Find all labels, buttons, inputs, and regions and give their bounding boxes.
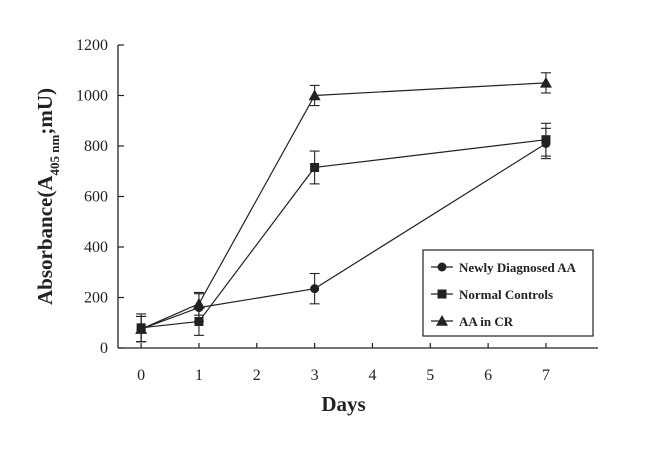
y-tick-label: 1000 [76, 88, 108, 105]
series-line [141, 139, 547, 329]
x-tick-label: 6 [484, 367, 492, 384]
y-axis-title: Absorbance(A405 nm;mU) [33, 88, 62, 305]
data-point [310, 162, 320, 172]
y-tick-label: 400 [84, 239, 108, 256]
y-tick-label: 200 [84, 290, 108, 307]
data-point [135, 323, 148, 334]
data-point [308, 89, 321, 101]
series-triangle [135, 72, 552, 343]
y-tick-label: 600 [84, 189, 108, 206]
legend-box [422, 249, 594, 337]
legend-marker [436, 315, 448, 326]
x-tick-label: 5 [426, 367, 434, 384]
y-tick-label: 1200 [76, 37, 108, 54]
legend-marker [437, 289, 447, 299]
y-tick-label: 800 [84, 138, 108, 155]
y-axis-title-tail: ;mU) [33, 88, 57, 135]
ticks: 0 200 400 600 800 1000 1200 0 1 2 3 4 5 6 7 [76, 37, 550, 384]
data-point [192, 297, 205, 309]
data-point [194, 316, 204, 326]
x-axis-title: Days [321, 392, 365, 416]
series-line [140, 82, 546, 330]
y-axis-title-main: Absorbance(A [33, 175, 57, 305]
legend-label: AA in CR [459, 314, 514, 329]
y-tick-label: 0 [100, 340, 108, 357]
data-point [541, 135, 551, 145]
legend-marker [437, 262, 447, 272]
y-axis-title-subscript: 405 nm [47, 135, 62, 176]
x-tick-label: 7 [542, 367, 550, 384]
x-tick-label: 1 [195, 367, 203, 384]
x-tick-label: 0 [137, 367, 145, 384]
legend-label: Newly Diagnosed AA [459, 260, 577, 275]
legend: Newly Diagnosed AA Normal Controls AA in C… [422, 249, 594, 337]
series-line [140, 142, 547, 330]
x-tick-label: 3 [311, 367, 319, 384]
series-layer [135, 72, 552, 343]
legend-label: Normal Controls [459, 287, 553, 302]
data-point [310, 284, 320, 294]
x-tick-label: 2 [253, 367, 261, 384]
x-tick-label: 4 [368, 367, 376, 384]
data-point [539, 76, 552, 88]
